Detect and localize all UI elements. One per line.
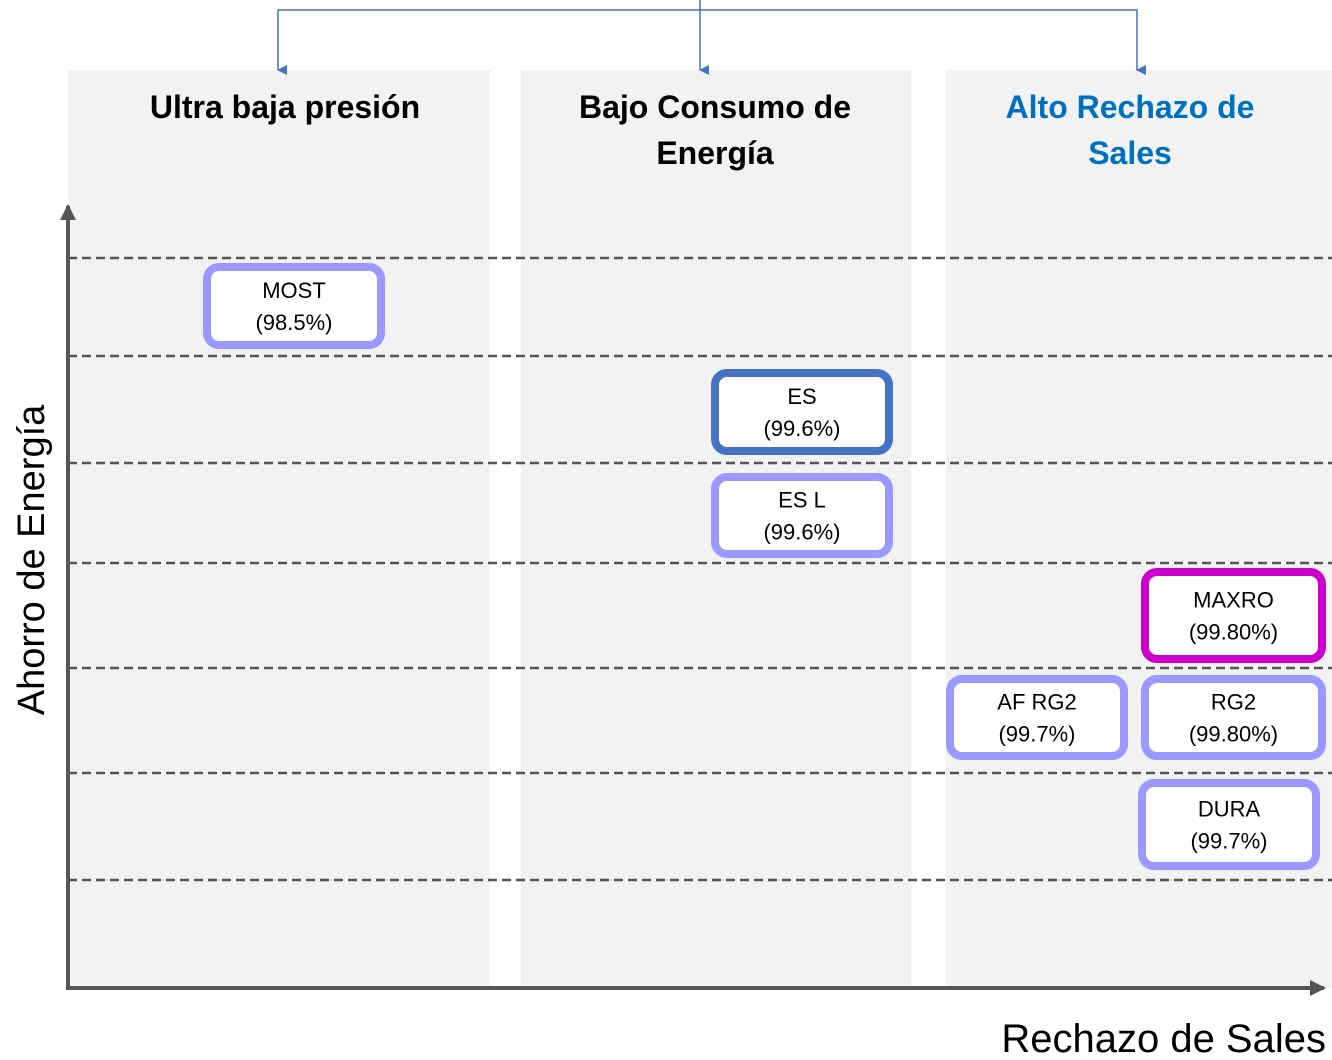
node-value: (99.80%) bbox=[1189, 722, 1278, 747]
node-label: MAXRO bbox=[1193, 588, 1274, 613]
node-box bbox=[1141, 568, 1326, 663]
column-title: Bajo Consumo de bbox=[579, 89, 851, 125]
node-label: MOST bbox=[262, 278, 326, 303]
node-box bbox=[203, 263, 385, 349]
node-value: (99.7%) bbox=[1190, 829, 1267, 854]
node-label: DURA bbox=[1198, 797, 1261, 822]
node-value: (98.5%) bbox=[255, 310, 332, 335]
y-axis-label: Ahorro de Energía bbox=[11, 404, 53, 715]
node-label: ES L bbox=[778, 488, 826, 513]
node-label: AF RG2 bbox=[997, 690, 1076, 715]
node-label: RG2 bbox=[1211, 690, 1256, 715]
bracket bbox=[277, 0, 1146, 75]
x-axis-label: Rechazo de Sales bbox=[1001, 1017, 1326, 1060]
column-title: Sales bbox=[1088, 135, 1172, 171]
node-box bbox=[711, 473, 893, 558]
node-box bbox=[1141, 675, 1326, 760]
column-title: Energía bbox=[656, 135, 774, 171]
node-value: (99.7%) bbox=[998, 722, 1075, 747]
node-box bbox=[1138, 779, 1320, 870]
column-title: Alto Rechazo de bbox=[1006, 89, 1255, 125]
node-label: ES bbox=[787, 384, 816, 409]
node-box bbox=[711, 369, 893, 455]
column-bg bbox=[68, 70, 490, 988]
column-title: Ultra baja presión bbox=[150, 89, 420, 125]
node-box bbox=[946, 675, 1128, 760]
node-value: (99.80%) bbox=[1189, 620, 1278, 645]
node-value: (99.6%) bbox=[763, 520, 840, 545]
nodes: MOST (98.5%) ES (99.6%) ES L (99.6%) MAXRO (99.… bbox=[203, 263, 1326, 870]
node-value: (99.6%) bbox=[763, 416, 840, 441]
grid bbox=[68, 256, 1332, 882]
